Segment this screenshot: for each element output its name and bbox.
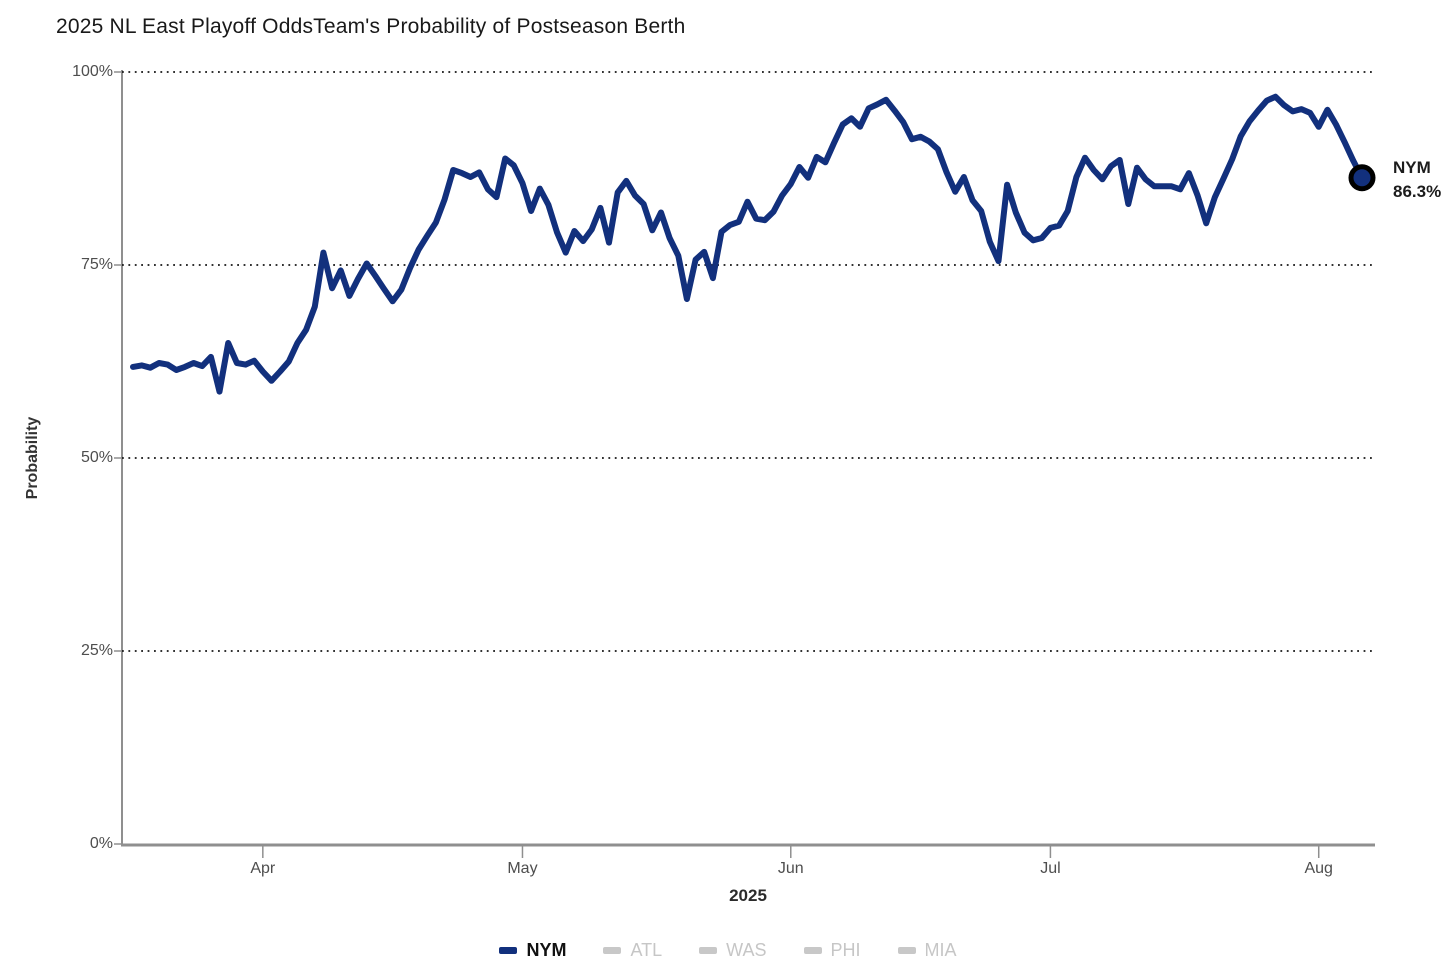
y-axis-title: Probability xyxy=(24,416,41,500)
x-tick-label-May: May xyxy=(507,860,538,877)
legend-item-mia[interactable]: MIA xyxy=(897,940,957,961)
x-tick-label-Jul: Jul xyxy=(1040,860,1061,877)
legend-item-phi[interactable]: PHI xyxy=(803,940,861,961)
chart-title: 2025 NL East Playoff Odds xyxy=(56,15,314,38)
y-tick-label-75%: 75% xyxy=(80,256,113,273)
legend-swatch-atl xyxy=(603,947,622,954)
endpoint-annotation-value: 86.3% xyxy=(1393,182,1442,201)
chart-subtitle: Team's Probability of Postseason Berth xyxy=(313,15,686,38)
y-tick-label-100%: 100% xyxy=(72,63,113,80)
chart-header: 2025 NL East Playoff OddsTeam's Probabil… xyxy=(56,15,685,39)
y-tick-label-50%: 50% xyxy=(80,449,113,466)
axis-ticks xyxy=(114,71,1320,858)
legend-label-was: WAS xyxy=(726,940,767,960)
nym-odds-line xyxy=(130,93,1365,395)
gridlines xyxy=(122,71,1375,652)
legend-label-mia: MIA xyxy=(924,940,957,960)
legend-swatch-mia xyxy=(897,947,916,954)
endpoint-annotation: NYM 86.3% xyxy=(1393,156,1441,204)
legend: NYM ATL WAS PHI MIA xyxy=(0,940,1456,961)
y-tick-label-25%: 25% xyxy=(80,642,113,659)
x-axis-title: 2025 xyxy=(729,886,767,905)
legend-swatch-was xyxy=(699,947,718,954)
legend-item-nym[interactable]: NYM xyxy=(499,940,566,961)
legend-swatch-phi xyxy=(803,947,822,954)
x-tick-label-Jun: Jun xyxy=(777,860,804,877)
legend-swatch-nym xyxy=(499,947,518,954)
legend-label-nym: NYM xyxy=(526,940,567,960)
endpoint-annotation-team: NYM xyxy=(1393,158,1431,177)
x-tick-label-Aug: Aug xyxy=(1304,860,1333,877)
nym-endpoint-marker xyxy=(1348,164,1376,192)
legend-item-atl[interactable]: ATL xyxy=(603,940,662,961)
legend-item-was[interactable]: WAS xyxy=(699,940,767,961)
x-tick-label-Apr: Apr xyxy=(250,860,276,877)
series-layer xyxy=(130,93,1376,395)
y-tick-label-0%: 0% xyxy=(89,835,113,852)
legend-label-phi: PHI xyxy=(830,940,861,960)
legend-label-atl: ATL xyxy=(630,940,663,960)
